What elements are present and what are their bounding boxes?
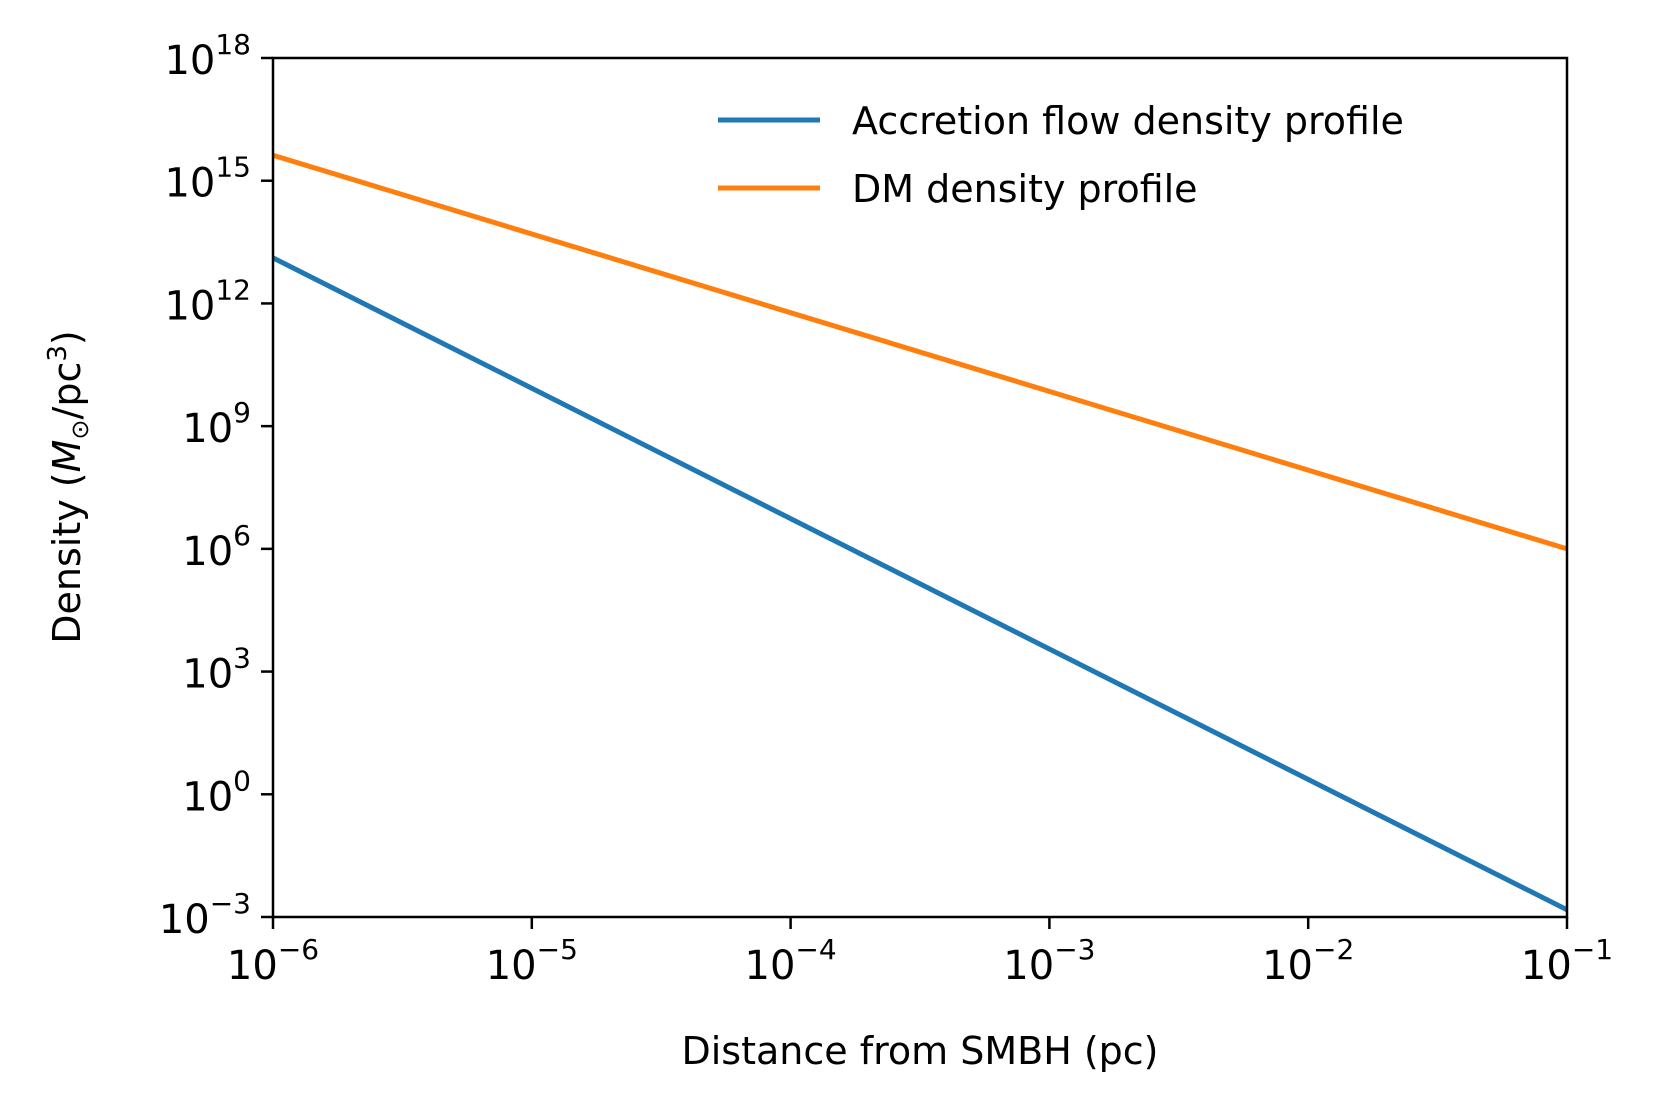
y-tick-label: 10−3 — [159, 887, 251, 943]
y-tick-label: 1015 — [164, 151, 251, 207]
plot-frame — [271, 56, 1569, 919]
y-tick-label: 1018 — [164, 28, 251, 84]
x-tick-label: 10−6 — [227, 933, 319, 989]
y-axis-title-suffix: ) — [45, 330, 89, 345]
x-axis-title: Distance from SMBH (pc) — [681, 1029, 1158, 1073]
y-axis-title-unit: /pc — [45, 362, 89, 420]
y-tick-label: 109 — [182, 396, 251, 452]
y-axis-title-symbol: M — [45, 440, 89, 473]
x-tick-label: 10−5 — [486, 933, 578, 989]
y-axis-title-subscript: ⊙ — [66, 419, 94, 439]
y-tick-label: 100 — [182, 764, 251, 820]
legend-label-dm: DM density profile — [852, 167, 1198, 211]
y-axis-title-prefix: Density ( — [45, 472, 89, 643]
series-line-1 — [273, 152, 1567, 552]
y-axis-title: Density (M⊙/pc3) — [43, 330, 94, 643]
y-tick-label: 1012 — [164, 273, 251, 329]
legend: Accretion flow density profile DM densit… — [718, 99, 1404, 211]
legend-label-accretion: Accretion flow density profile — [852, 99, 1404, 143]
x-axis: 10−6 10−5 10−4 10−3 10−2 10−1 — [227, 917, 1613, 989]
series-layer — [273, 152, 1567, 913]
y-tick-label: 106 — [182, 519, 251, 575]
y-tick-label: 103 — [182, 642, 251, 698]
x-tick-label: 10−3 — [1003, 933, 1095, 989]
x-tick-label: 10−1 — [1521, 933, 1613, 989]
series-line-0 — [273, 255, 1567, 913]
x-tick-label: 10−4 — [745, 933, 837, 989]
x-tick-label: 10−2 — [1262, 933, 1354, 989]
y-axis: 10−3 100 103 106 109 1012 1015 1018 — [159, 28, 273, 943]
y-axis-title-power: 3 — [43, 345, 73, 362]
